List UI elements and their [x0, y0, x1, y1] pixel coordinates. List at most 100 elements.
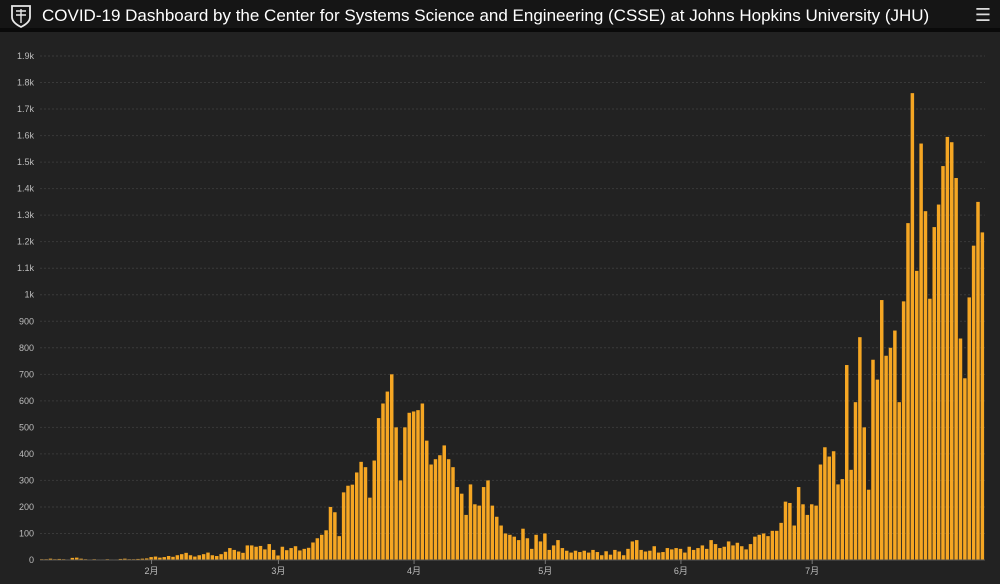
bar[interactable]: [420, 403, 425, 560]
bar[interactable]: [608, 554, 613, 560]
bar[interactable]: [643, 551, 648, 560]
bar[interactable]: [512, 536, 516, 560]
bar[interactable]: [158, 557, 162, 560]
bar[interactable]: [810, 504, 814, 560]
bar[interactable]: [486, 480, 490, 560]
bar[interactable]: [884, 355, 888, 560]
bar[interactable]: [180, 554, 184, 560]
bar[interactable]: [722, 546, 726, 560]
bar[interactable]: [910, 93, 915, 560]
bar[interactable]: [941, 166, 945, 560]
bar[interactable]: [971, 245, 976, 560]
bar[interactable]: [210, 555, 215, 560]
bar[interactable]: [193, 556, 197, 560]
bar[interactable]: [162, 557, 166, 560]
bar[interactable]: [263, 549, 267, 560]
bar[interactable]: [661, 552, 665, 560]
bar[interactable]: [403, 427, 407, 560]
bar[interactable]: [718, 548, 722, 560]
hamburger-menu-icon[interactable]: ☰: [974, 5, 992, 25]
bar[interactable]: [831, 451, 836, 560]
bar[interactable]: [285, 550, 289, 560]
bar[interactable]: [516, 540, 521, 560]
bar[interactable]: [446, 459, 451, 560]
bar[interactable]: [267, 544, 271, 560]
bar[interactable]: [368, 497, 372, 560]
bar[interactable]: [390, 374, 394, 560]
bar[interactable]: [276, 555, 280, 560]
bar[interactable]: [355, 472, 359, 560]
bar[interactable]: [153, 556, 158, 560]
bar[interactable]: [429, 464, 433, 560]
bar[interactable]: [919, 143, 923, 560]
bar[interactable]: [775, 530, 779, 560]
bar[interactable]: [604, 551, 608, 560]
bar[interactable]: [906, 223, 910, 560]
bar[interactable]: [337, 536, 341, 560]
bar[interactable]: [665, 548, 670, 560]
bar[interactable]: [525, 538, 530, 560]
bar[interactable]: [171, 556, 175, 560]
bar[interactable]: [328, 506, 333, 560]
bar[interactable]: [254, 546, 258, 560]
bar[interactable]: [258, 545, 263, 560]
bar[interactable]: [184, 552, 188, 560]
bar[interactable]: [123, 558, 127, 560]
bar[interactable]: [219, 554, 223, 560]
bar[interactable]: [950, 142, 954, 560]
bar[interactable]: [206, 552, 210, 560]
bar[interactable]: [980, 232, 985, 560]
bar[interactable]: [359, 461, 363, 560]
bar[interactable]: [411, 411, 416, 560]
bar[interactable]: [499, 525, 503, 560]
bar[interactable]: [709, 540, 713, 560]
bar[interactable]: [433, 459, 438, 560]
bar[interactable]: [556, 540, 560, 560]
bar[interactable]: [442, 445, 446, 560]
bar[interactable]: [626, 548, 630, 560]
bar[interactable]: [823, 447, 827, 560]
bar[interactable]: [783, 501, 788, 560]
bar[interactable]: [201, 554, 206, 560]
bar[interactable]: [398, 480, 403, 560]
bar[interactable]: [954, 178, 958, 560]
bar[interactable]: [118, 558, 123, 560]
bar[interactable]: [858, 337, 862, 560]
bar[interactable]: [293, 546, 298, 560]
bar[interactable]: [350, 484, 355, 560]
bar[interactable]: [341, 492, 346, 560]
bar[interactable]: [757, 534, 761, 560]
bar[interactable]: [75, 557, 79, 560]
bar[interactable]: [958, 338, 963, 560]
bar[interactable]: [617, 551, 621, 560]
bar[interactable]: [166, 556, 171, 560]
bar[interactable]: [455, 487, 460, 560]
bar[interactable]: [853, 402, 858, 560]
bar[interactable]: [963, 378, 967, 560]
bar[interactable]: [438, 455, 442, 560]
bar[interactable]: [770, 530, 775, 560]
bar[interactable]: [726, 541, 731, 560]
bar[interactable]: [149, 557, 153, 560]
bar[interactable]: [871, 359, 875, 560]
bar[interactable]: [250, 545, 254, 560]
bar[interactable]: [621, 555, 626, 560]
bar[interactable]: [591, 549, 595, 560]
bar[interactable]: [333, 512, 337, 560]
bar[interactable]: [731, 545, 735, 560]
bar[interactable]: [753, 536, 757, 560]
bar[interactable]: [538, 541, 543, 560]
bar[interactable]: [315, 538, 320, 560]
bar[interactable]: [705, 548, 709, 560]
bar[interactable]: [543, 533, 547, 560]
bar[interactable]: [376, 418, 381, 560]
bar[interactable]: [845, 365, 849, 560]
bar[interactable]: [451, 467, 455, 560]
bar[interactable]: [648, 550, 652, 560]
bar[interactable]: [901, 301, 906, 560]
bar[interactable]: [945, 136, 950, 560]
bar[interactable]: [687, 546, 691, 560]
bar[interactable]: [967, 297, 971, 560]
bar[interactable]: [880, 300, 884, 560]
bar[interactable]: [385, 391, 390, 560]
